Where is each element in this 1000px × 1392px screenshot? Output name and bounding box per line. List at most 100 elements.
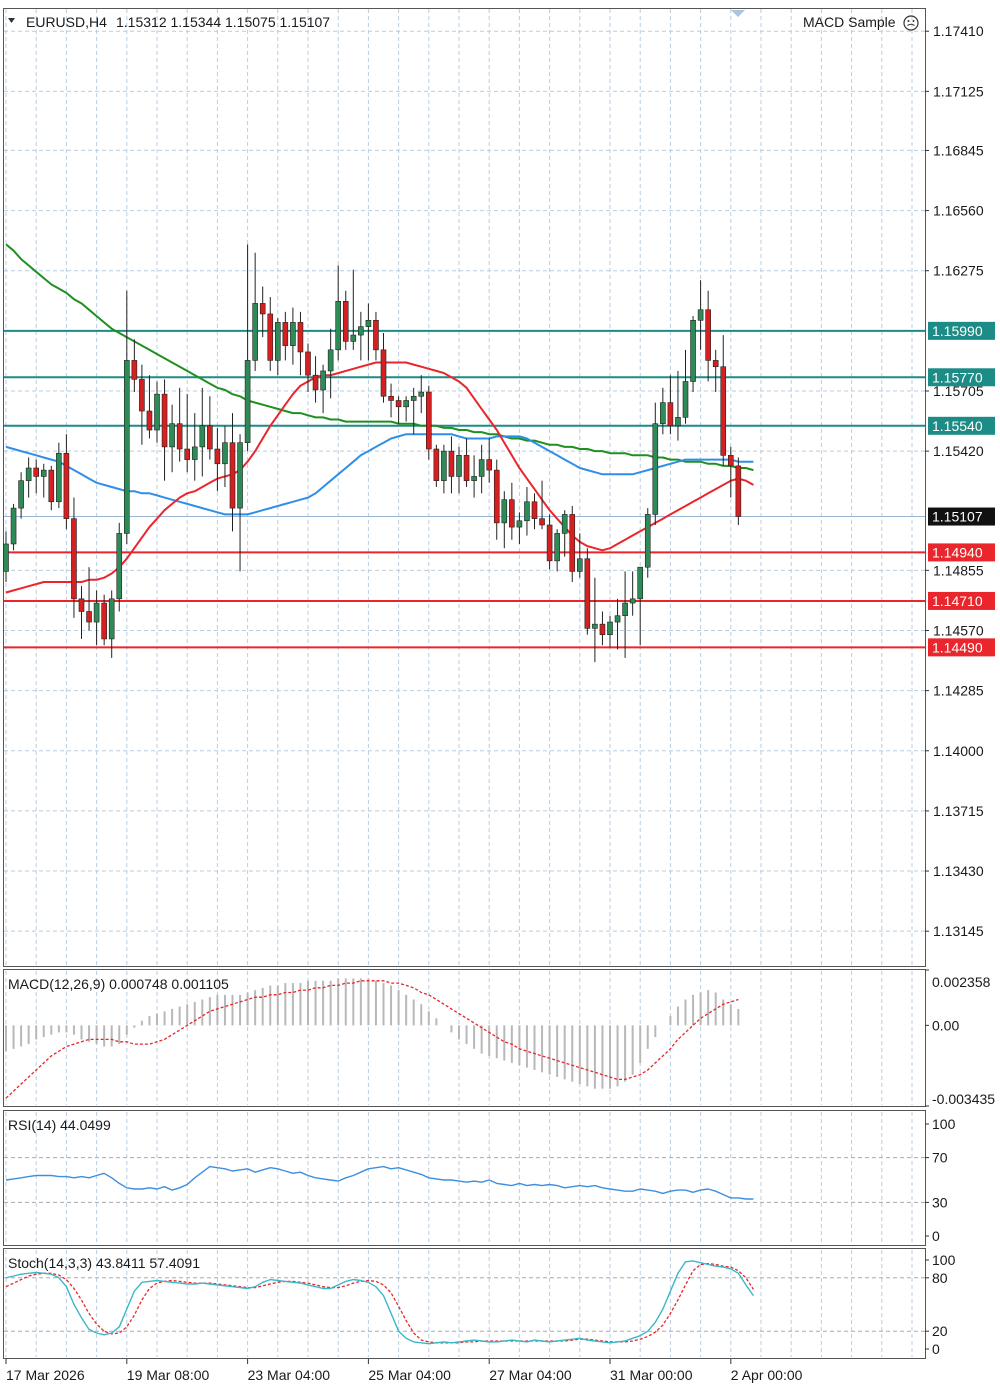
candle-bull bbox=[222, 442, 228, 465]
stoch-label: Stoch(14,3,3) 43.8411 57.4091 bbox=[8, 1255, 200, 1271]
candle-bull bbox=[169, 423, 175, 448]
candle-bull bbox=[274, 322, 281, 361]
candle-bull bbox=[697, 309, 704, 321]
rsi-indicator bbox=[4, 1157, 925, 1203]
candle-bull bbox=[478, 459, 485, 477]
candle-bull bbox=[358, 326, 364, 336]
candle-bear bbox=[531, 501, 538, 519]
candle-bear bbox=[184, 448, 190, 460]
candle-bear bbox=[78, 598, 85, 612]
ma-mid-line bbox=[5, 433, 754, 516]
candle-bull bbox=[365, 319, 372, 327]
candle-bull bbox=[154, 393, 160, 431]
candle-bull bbox=[327, 349, 334, 372]
candle-bull bbox=[93, 602, 100, 623]
candle-bear bbox=[425, 391, 432, 450]
candle-bear bbox=[727, 455, 734, 467]
time-axis: 17 Mar 2026 19 Mar 08:00 23 Mar 04:00 25 Ma… bbox=[5, 1359, 803, 1383]
candle-bear bbox=[207, 425, 213, 450]
candle-bear bbox=[433, 448, 440, 481]
level-tag-resistance bbox=[928, 321, 995, 340]
candle-bull bbox=[403, 400, 409, 408]
candle-bull bbox=[237, 442, 243, 509]
x-tick-label: 27 Mar 04:00 bbox=[489, 1367, 572, 1383]
stoch-signal-line bbox=[5, 1262, 754, 1344]
candle-bear bbox=[282, 322, 289, 346]
price-axis: 1.17410 1.17125 1.16845 1.16560 1.16275 1.157… bbox=[925, 23, 995, 1357]
candle-bull bbox=[56, 452, 62, 503]
ohlc-values: 1.15312 1.15344 1.15075 1.15107 bbox=[116, 14, 330, 30]
candle-bear bbox=[86, 611, 92, 623]
candle-bear bbox=[720, 366, 727, 456]
y-tick-label: 1.14000 bbox=[933, 743, 984, 759]
stoch-y-tick-label: 100 bbox=[932, 1252, 956, 1268]
candle-bear bbox=[48, 469, 55, 503]
level-tag-label: 1.14710 bbox=[932, 593, 983, 609]
candle-bull bbox=[660, 402, 666, 424]
rsi-panel-frame[interactable] bbox=[3, 1110, 926, 1246]
candle-bull bbox=[124, 360, 130, 534]
candle-bear bbox=[546, 524, 553, 562]
candle-bull bbox=[335, 301, 342, 351]
symbol-label: EURUSD,H4 bbox=[26, 14, 107, 30]
level-tag-support bbox=[928, 591, 995, 610]
candle-bull bbox=[524, 501, 530, 522]
macd-label: MACD(12,26,9) 0.000748 0.001105 bbox=[8, 976, 229, 992]
y-tick-label: 1.15705 bbox=[933, 383, 984, 399]
level-tag-label: 1.15770 bbox=[932, 369, 983, 385]
candle-bear bbox=[667, 402, 674, 427]
candle-bull bbox=[622, 602, 628, 617]
y-tick-label: 1.16275 bbox=[933, 263, 984, 279]
y-tick-label: 1.14855 bbox=[933, 562, 984, 578]
collapse-triangle-icon[interactable] bbox=[8, 18, 15, 23]
smiley-icon[interactable] bbox=[903, 15, 919, 31]
macd-y-tick-label: 0.00 bbox=[932, 1017, 959, 1033]
candle-bear bbox=[448, 450, 455, 477]
candle-bull bbox=[652, 423, 659, 515]
x-tick-label: 2 Apr 00:00 bbox=[731, 1367, 803, 1383]
main-panel-frame[interactable] bbox=[3, 8, 926, 967]
candle-bull bbox=[471, 476, 477, 481]
stoch-main-line bbox=[5, 1260, 754, 1345]
y-tick-label: 1.16560 bbox=[933, 203, 984, 219]
y-tick-label: 1.14285 bbox=[933, 683, 984, 699]
candle-bull bbox=[350, 334, 357, 342]
candle-bear bbox=[599, 623, 606, 636]
x-tick-label: 23 Mar 04:00 bbox=[248, 1367, 331, 1383]
rsi-y-tick-label: 0 bbox=[932, 1228, 940, 1244]
macd-y-tick-label: -0.003435 bbox=[932, 1091, 995, 1107]
y-tick-label: 1.17125 bbox=[933, 83, 984, 99]
macd-panel-frame[interactable] bbox=[3, 969, 926, 1107]
candle-bull bbox=[592, 623, 598, 629]
candle-bull bbox=[418, 391, 425, 397]
current-price-label: 1.15107 bbox=[932, 509, 983, 525]
level-tag-resistance bbox=[928, 368, 995, 387]
stoch-y-tick-label: 80 bbox=[932, 1270, 948, 1286]
candle-bear bbox=[259, 303, 266, 315]
candle-bull bbox=[675, 417, 681, 427]
price-levels: 1.15990 1.15770 1.15540 1.14940 1.14710 1.144… bbox=[4, 321, 995, 657]
level-tag-support bbox=[928, 543, 995, 562]
candle-bull bbox=[18, 480, 24, 509]
stoch-indicator bbox=[4, 1260, 925, 1345]
candle-bull bbox=[116, 533, 123, 600]
candle-bear bbox=[373, 319, 379, 351]
y-tick-label: 1.13715 bbox=[933, 803, 984, 819]
y-tick-label: 1.17410 bbox=[933, 23, 984, 39]
candle-bear bbox=[267, 313, 274, 361]
candle-bear bbox=[539, 518, 545, 526]
stoch-panel-frame[interactable] bbox=[3, 1248, 926, 1359]
candle-bull bbox=[10, 507, 17, 545]
rsi-label: RSI(14) 44.0499 bbox=[8, 1117, 111, 1133]
candle-bull bbox=[644, 514, 651, 568]
chart-shift-marker-icon[interactable] bbox=[731, 10, 745, 17]
candle-bear bbox=[735, 465, 742, 517]
candle-bull bbox=[252, 303, 258, 361]
candle-bear bbox=[139, 379, 145, 412]
candle-bull bbox=[614, 615, 621, 623]
candle-bear bbox=[584, 558, 591, 629]
level-tag-resistance bbox=[928, 416, 995, 435]
x-tick-label: 25 Mar 04:00 bbox=[368, 1367, 451, 1383]
candle-bull bbox=[25, 467, 32, 481]
